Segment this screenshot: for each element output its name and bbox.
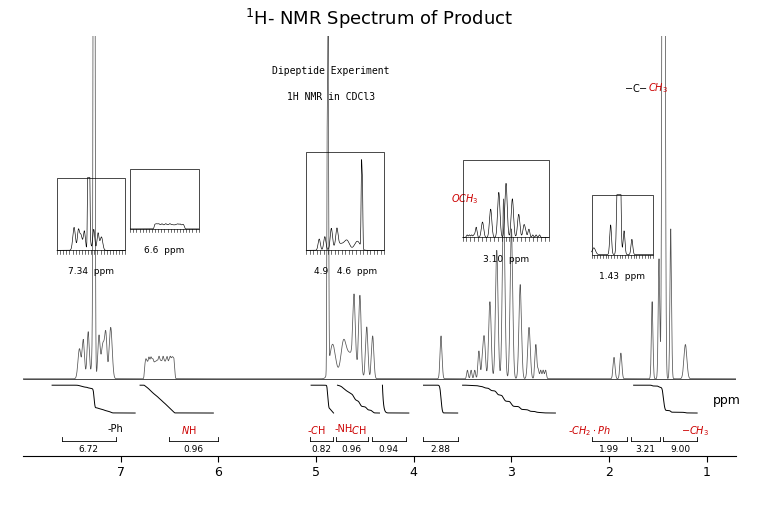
Text: 3.21: 3.21 <box>635 445 655 454</box>
Text: 6.72: 6.72 <box>79 445 99 454</box>
Text: ppm: ppm <box>713 394 741 407</box>
Text: 9.00: 9.00 <box>670 445 690 454</box>
Bar <box>462 161 549 237</box>
Text: 7.34  ppm: 7.34 ppm <box>68 267 114 277</box>
Bar <box>131 169 199 229</box>
Text: 0.82: 0.82 <box>311 445 332 454</box>
Bar <box>306 152 384 250</box>
Text: $-$C$-$: $-$C$-$ <box>624 82 648 94</box>
Text: -NH: -NH <box>334 424 352 434</box>
Text: 0.96: 0.96 <box>342 445 362 454</box>
Text: 0.96: 0.96 <box>184 445 204 454</box>
Bar <box>57 178 125 250</box>
Bar <box>591 195 653 255</box>
Text: $\it{N}$H: $\it{N}$H <box>181 424 197 436</box>
Text: -Ph: -Ph <box>108 424 124 434</box>
Text: -$\it{C}$H: -$\it{C}$H <box>348 424 367 436</box>
Text: -$CH_2\cdot Ph$: -$CH_2\cdot Ph$ <box>568 424 611 438</box>
Text: $OCH_3$: $OCH_3$ <box>451 192 478 206</box>
Text: 0.94: 0.94 <box>379 445 398 454</box>
Text: -$\it{C}$H: -$\it{C}$H <box>307 424 326 436</box>
Text: 2.88: 2.88 <box>430 445 451 454</box>
Text: 1.43  ppm: 1.43 ppm <box>600 272 645 281</box>
Text: 6.6  ppm: 6.6 ppm <box>144 246 184 255</box>
Text: 1.99: 1.99 <box>599 445 619 454</box>
Text: 3.10  ppm: 3.10 ppm <box>483 255 528 264</box>
Title: $^{1}$H- NMR Spectrum of Product: $^{1}$H- NMR Spectrum of Product <box>245 7 514 31</box>
Text: 4.9   4.6  ppm: 4.9 4.6 ppm <box>313 267 377 277</box>
Text: $CH_3$: $CH_3$ <box>648 81 668 95</box>
Text: Dipeptide Experiment: Dipeptide Experiment <box>272 66 389 76</box>
Text: $-CH_3$: $-CH_3$ <box>681 424 709 438</box>
Text: 1H NMR in CDCl3: 1H NMR in CDCl3 <box>287 92 375 102</box>
